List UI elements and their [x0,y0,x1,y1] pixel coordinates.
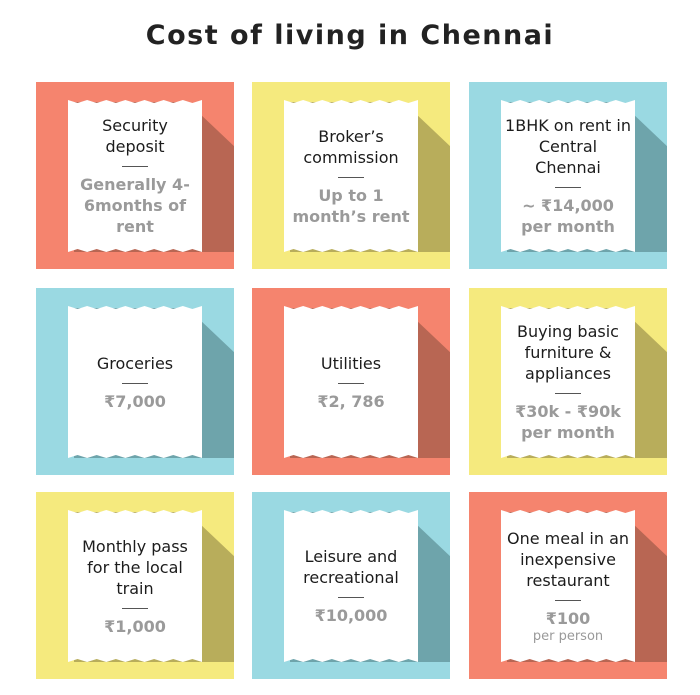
tile-furniture-appliances: Buying basic furniture & appliances ₹30k … [469,288,667,475]
cost-value: ₹2, 786 [317,391,385,411]
cost-label: One meal in an inexpensive restaurant [506,528,630,590]
tile-security-deposit: Security deposit Generally 4-6months of r… [36,82,234,269]
tile-local-train-pass: Monthly pass for the local train ₹1,000 [36,492,234,679]
cost-value-note: per person [532,628,604,644]
receipt-card: 1BHK on rent in Central Chennai ~ ₹14,000… [501,100,635,252]
divider [555,393,581,394]
tile-restaurant-meal: One meal in an inexpensive restaurant ₹10… [469,492,667,679]
cost-label: 1BHK on rent in Central Chennai [505,116,631,177]
cost-label: Utilities [320,353,382,373]
cost-label: Broker’s commission [303,126,399,167]
divider [555,187,581,188]
cost-value: ₹100 [545,608,591,628]
tile-brokers-commission: Broker’s commission Up to 1 month’s rent [252,82,450,269]
page-title: Cost of living in Chennai [145,20,555,51]
receipt-card: Leisure and recreational ₹10,000 [284,510,418,662]
divider [122,166,148,167]
cost-value: ₹7,000 [104,391,166,411]
cost-value: ~ ₹14,000 per month [521,196,615,236]
receipt-card: Security deposit Generally 4-6months of r… [68,100,202,252]
cost-label: Leisure and recreational [303,547,399,587]
tile-1bhk-rent: 1BHK on rent in Central Chennai ~ ₹14,000… [469,82,667,269]
cost-value: Up to 1 month’s rent [292,185,410,226]
cost-label: Groceries [96,353,174,373]
receipt-card: One meal in an inexpensive restaurant ₹10… [501,510,635,662]
receipt-card: Monthly pass for the local train ₹1,000 [68,510,202,662]
cost-value: Generally 4-6months of rent [80,175,190,236]
receipt-card: Utilities ₹2, 786 [284,306,418,458]
divider [122,608,148,609]
cost-label: Buying basic furniture & appliances [517,322,619,383]
tile-leisure-recreational: Leisure and recreational ₹10,000 [252,492,450,679]
divider [338,383,364,384]
cost-value: ₹30k - ₹90k per month [515,402,621,442]
divider [338,177,364,178]
divider [338,597,364,598]
divider [555,600,581,601]
cost-value: ₹10,000 [314,606,388,625]
cost-label: Security deposit [102,116,168,156]
tile-utilities: Utilities ₹2, 786 [252,288,450,475]
cost-label: Monthly pass for the local train [82,536,188,598]
receipt-card: Broker’s commission Up to 1 month’s rent [284,100,418,252]
receipt-card: Groceries ₹7,000 [68,306,202,458]
divider [122,383,148,384]
cost-value: ₹1,000 [104,616,166,636]
receipt-card: Buying basic furniture & appliances ₹30k … [501,306,635,458]
tile-groceries: Groceries ₹7,000 [36,288,234,475]
